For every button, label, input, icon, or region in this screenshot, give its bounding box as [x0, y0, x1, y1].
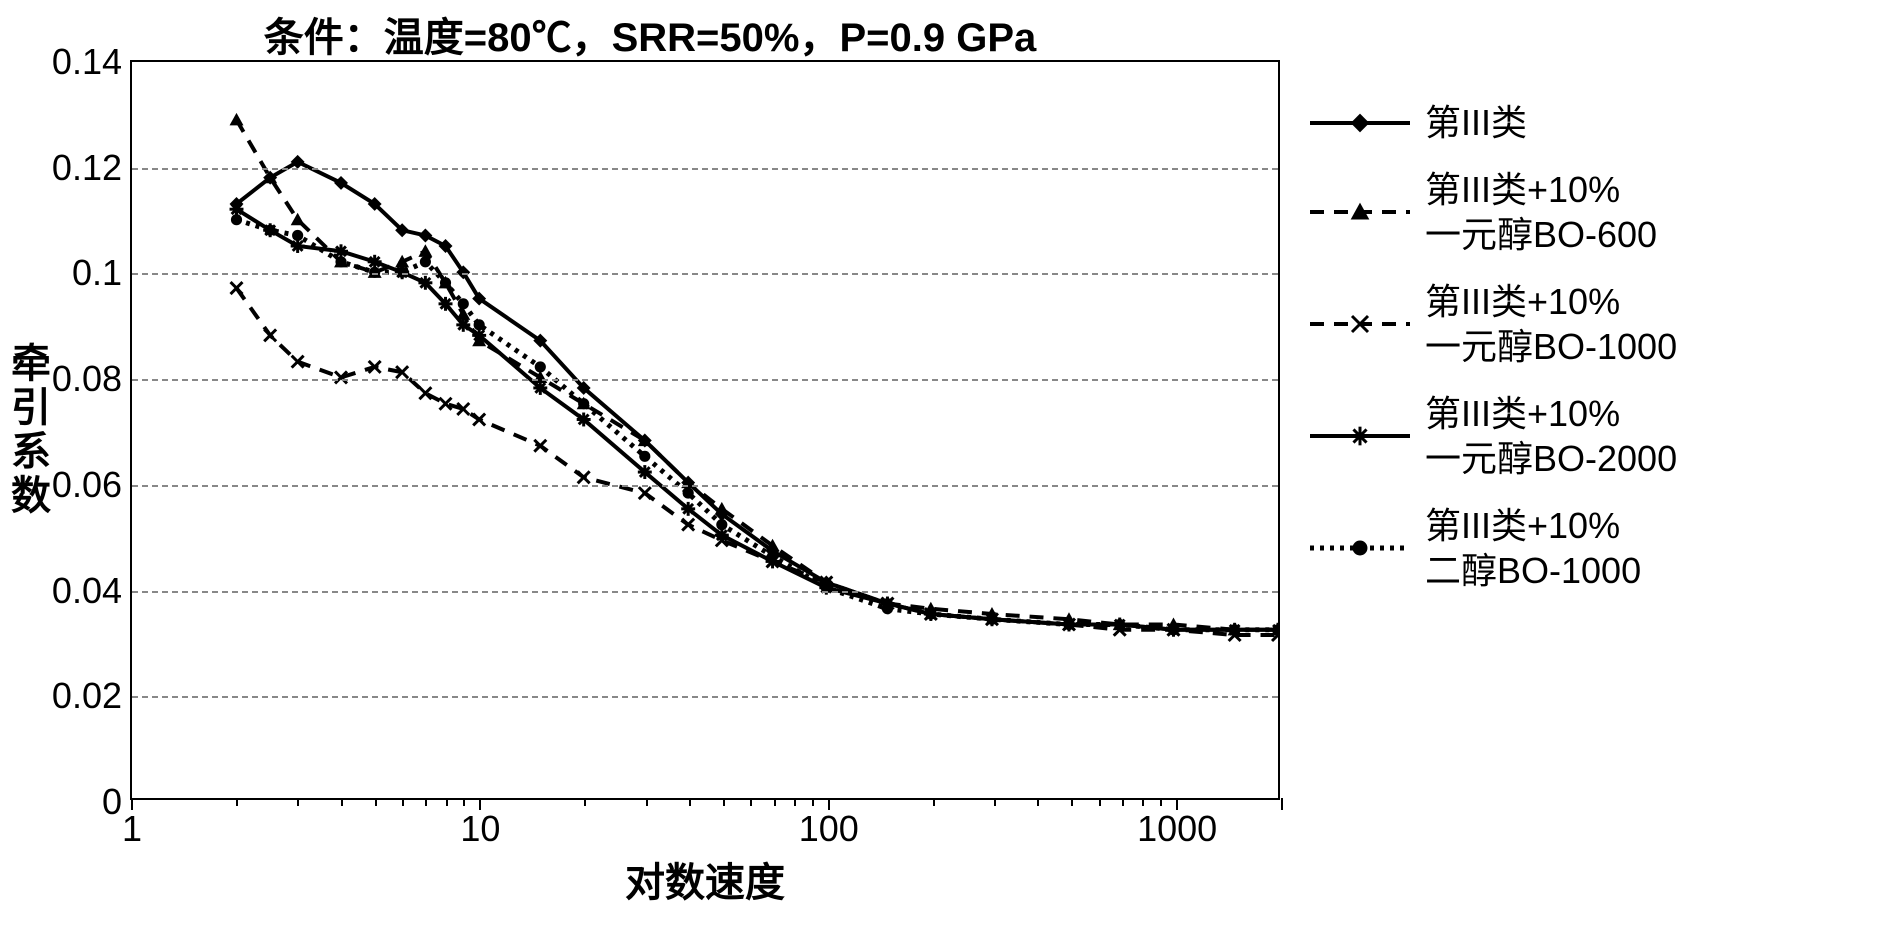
xtick-major	[828, 798, 830, 810]
chart-svg	[132, 62, 1278, 798]
xtick-minor	[1071, 798, 1073, 806]
xtick-minor	[750, 798, 752, 806]
xtick-minor	[297, 798, 299, 806]
legend-item: 第III类	[1310, 100, 1870, 145]
xtick-minor	[402, 798, 404, 806]
legend-item: 第III类+10%一元醇BO-1000	[1310, 279, 1870, 369]
xtick-label: 100	[799, 808, 859, 850]
xtick-minor	[794, 798, 796, 806]
xtick-minor	[774, 798, 776, 806]
chart-container: 条件：温度=80℃，SRR=50%，P=0.9 GPa 牵引系数 对数速度 00…	[0, 0, 1892, 932]
gridline-horizontal	[132, 168, 1278, 170]
xtick-minor	[689, 798, 691, 806]
ytick-label: 0.1	[72, 252, 122, 294]
xtick-label: 1	[122, 808, 142, 850]
xtick-minor	[933, 798, 935, 806]
ytick-label: 0	[102, 781, 122, 823]
xtick-label: 1000	[1137, 808, 1217, 850]
gridline-horizontal	[132, 379, 1278, 381]
xtick-major	[131, 798, 133, 810]
ytick-label: 0.14	[52, 41, 122, 83]
xtick-minor	[425, 798, 427, 806]
x-axis-label: 对数速度	[625, 850, 785, 908]
ytick-label: 0.06	[52, 464, 122, 506]
legend-sample	[1310, 421, 1410, 451]
legend-sample	[1310, 533, 1410, 563]
xtick-minor	[1160, 798, 1162, 806]
xtick-minor	[236, 798, 238, 806]
gridline-horizontal	[132, 273, 1278, 275]
plot-area: 牵引系数 对数速度 00.020.040.060.080.10.120.1411…	[130, 60, 1280, 800]
legend-item: 第III类+10%二醇BO-1000	[1310, 503, 1870, 593]
xtick-label: 10	[460, 808, 500, 850]
gridline-horizontal	[132, 485, 1278, 487]
xtick-minor	[446, 798, 448, 806]
legend-label: 第III类+10%一元醇BO-600	[1425, 167, 1657, 257]
xtick-major	[1281, 798, 1283, 810]
gridline-horizontal	[132, 696, 1278, 698]
xtick-minor	[1122, 798, 1124, 806]
legend-label: 第III类	[1425, 100, 1527, 145]
chart-title: 条件：温度=80℃，SRR=50%，P=0.9 GPa	[100, 5, 1200, 63]
legend-item: 第III类+10%一元醇BO-600	[1310, 167, 1870, 257]
xtick-minor	[994, 798, 996, 806]
legend-item: 第III类+10%一元醇BO-2000	[1310, 391, 1870, 481]
legend-sample	[1310, 197, 1410, 227]
ytick-label: 0.08	[52, 358, 122, 400]
xtick-minor	[341, 798, 343, 806]
xtick-minor	[812, 798, 814, 806]
legend-sample	[1310, 108, 1410, 138]
xtick-minor	[375, 798, 377, 806]
xtick-minor	[584, 798, 586, 806]
legend-label: 第III类+10%一元醇BO-1000	[1425, 279, 1677, 369]
gridline-horizontal	[132, 591, 1278, 593]
xtick-major	[479, 798, 481, 810]
xtick-minor	[646, 798, 648, 806]
legend: 第III类第III类+10%一元醇BO-600 第III类+10%一元醇BO-10…	[1310, 100, 1870, 615]
xtick-major	[1176, 798, 1178, 810]
xtick-minor	[463, 798, 465, 806]
legend-sample	[1310, 309, 1410, 339]
legend-label: 第III类+10%一元醇BO-2000	[1425, 391, 1677, 481]
xtick-minor	[1142, 798, 1144, 806]
xtick-minor	[723, 798, 725, 806]
xtick-minor	[1099, 798, 1101, 806]
ytick-label: 0.04	[52, 570, 122, 612]
y-axis-label: 牵引系数	[0, 342, 56, 518]
xtick-minor	[1037, 798, 1039, 806]
legend-label: 第III类+10%二醇BO-1000	[1425, 503, 1641, 593]
ytick-label: 0.02	[52, 675, 122, 717]
ytick-label: 0.12	[52, 147, 122, 189]
